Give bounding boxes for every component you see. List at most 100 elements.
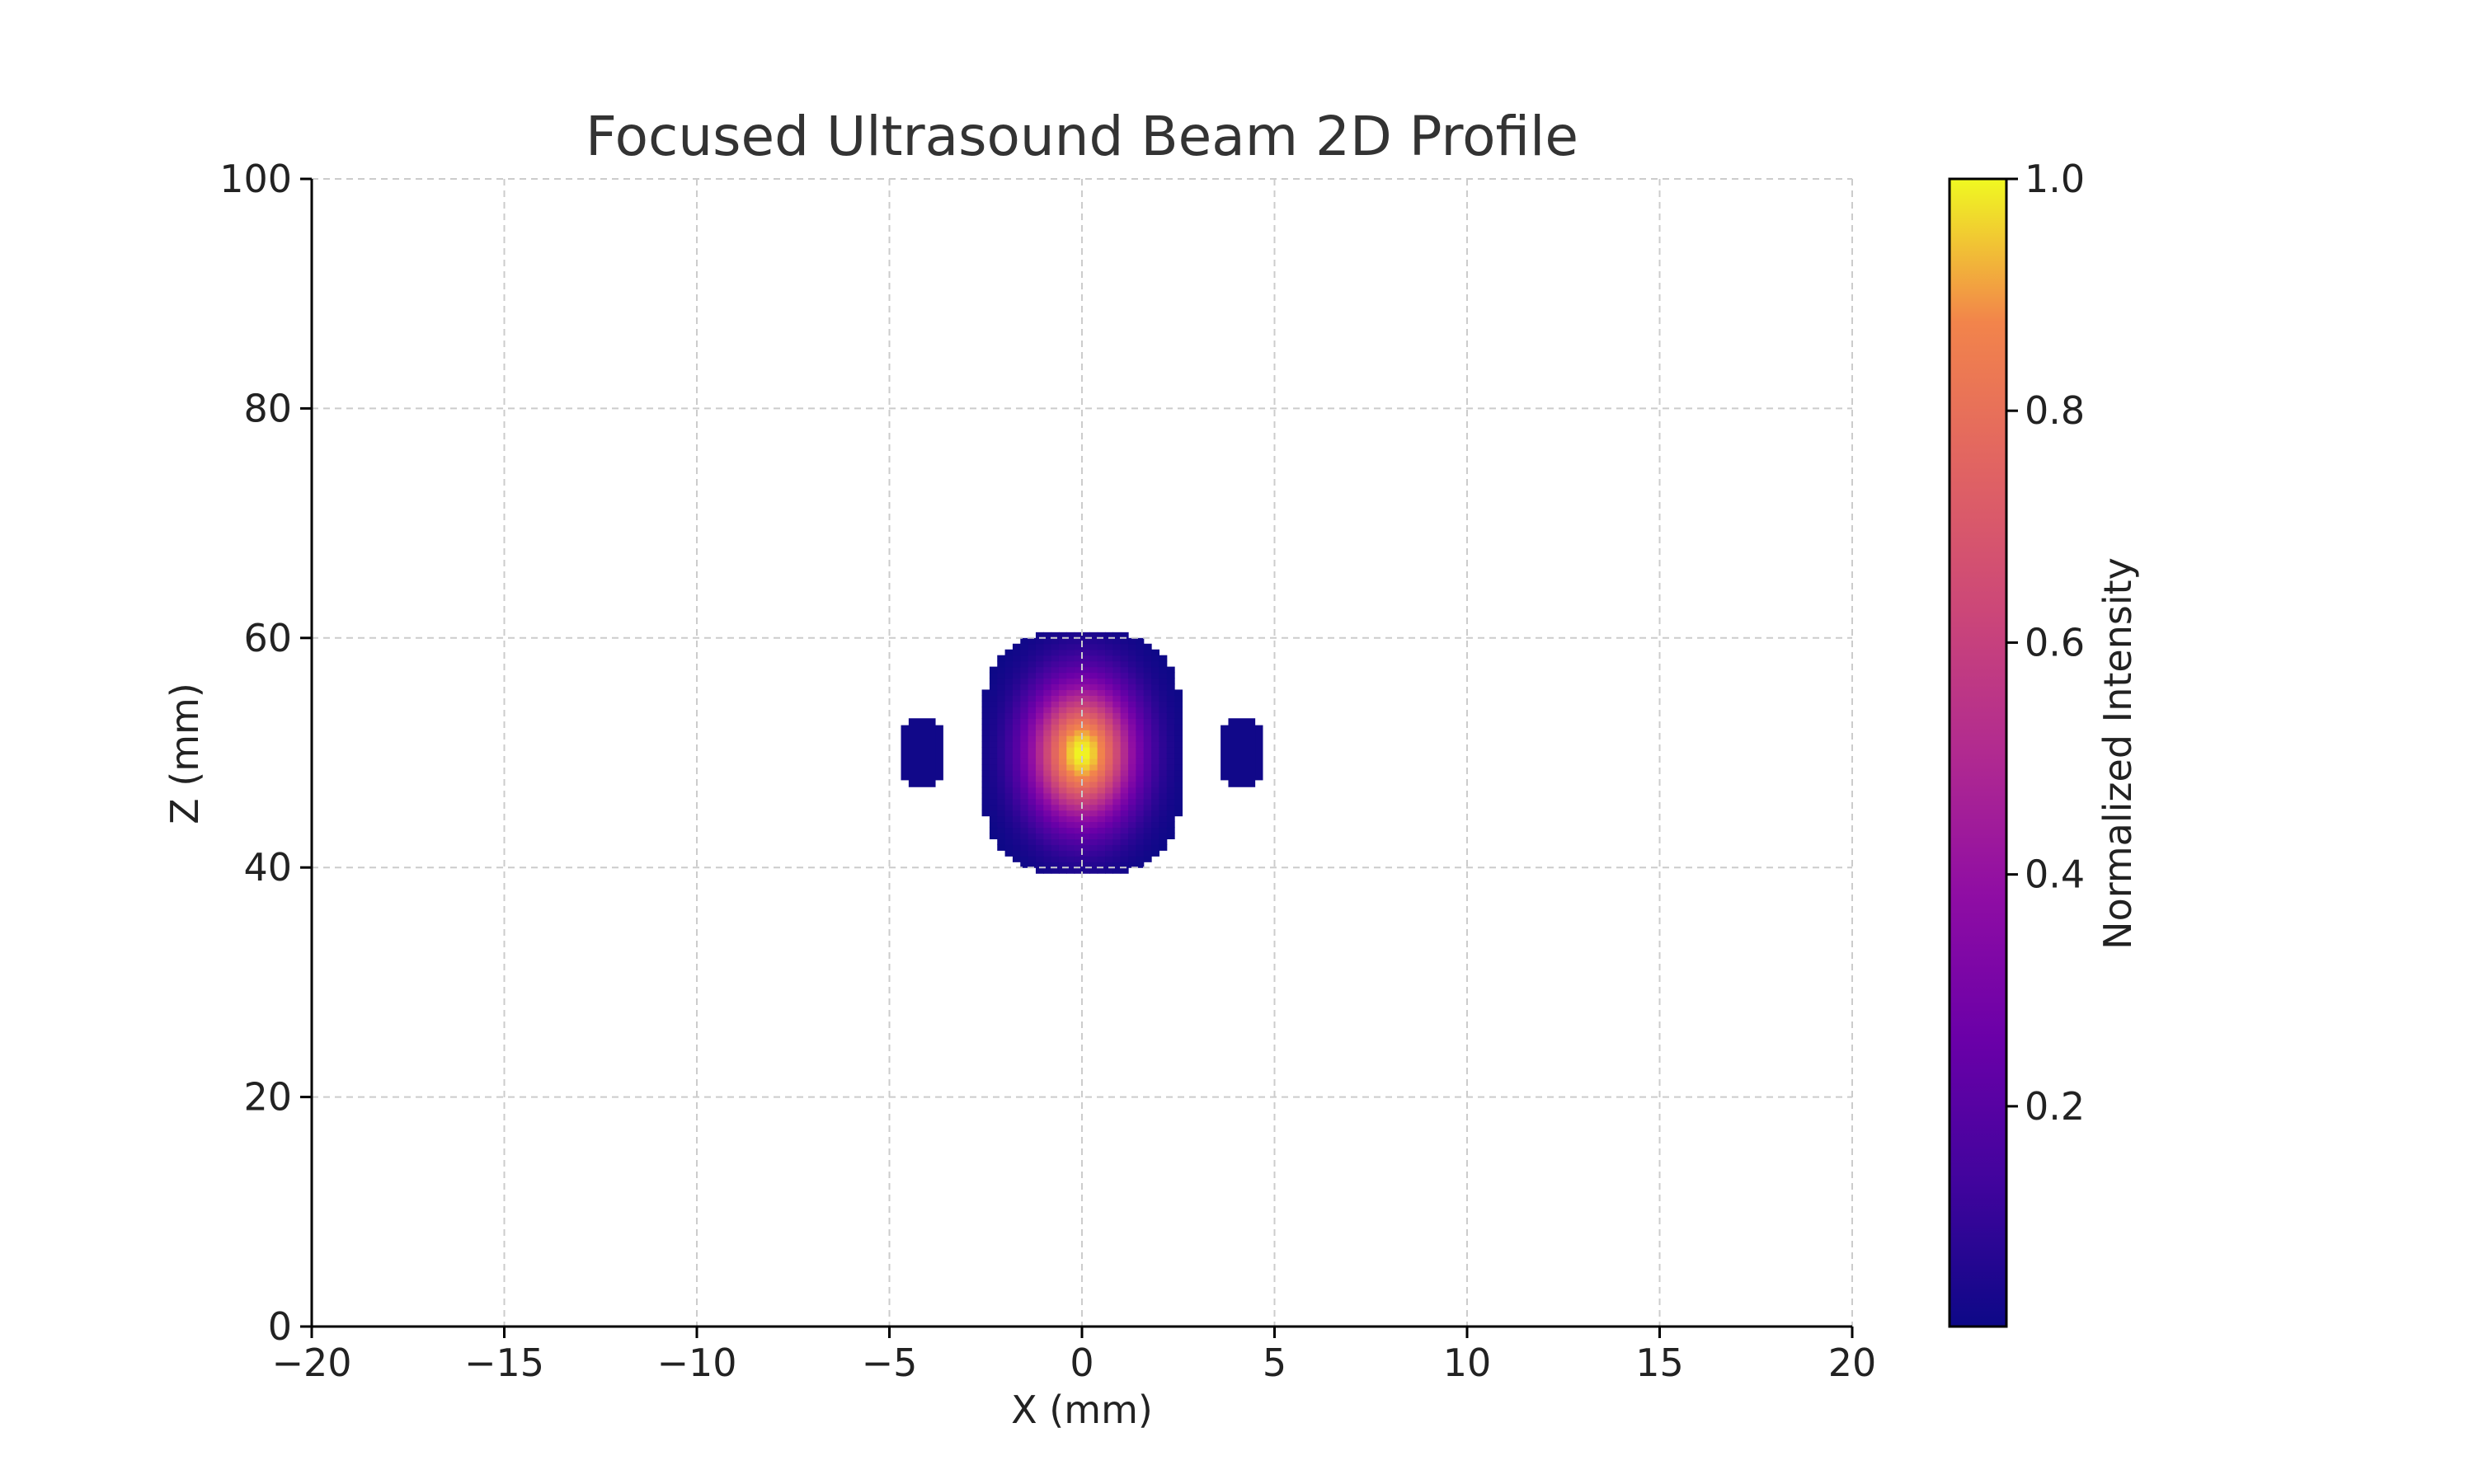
heatmap-cell xyxy=(1082,689,1090,696)
heatmap-cell xyxy=(1128,695,1136,702)
heatmap-cell xyxy=(997,724,1006,730)
heatmap-cell xyxy=(1012,718,1021,725)
heatmap-cell xyxy=(1151,683,1159,691)
heatmap-cell xyxy=(1136,781,1145,788)
heatmap-cell xyxy=(1012,838,1021,845)
heatmap-cell xyxy=(981,787,990,794)
heatmap-cell xyxy=(1128,798,1136,805)
heatmap-cell xyxy=(1112,810,1122,817)
heatmap-cell xyxy=(1112,844,1122,851)
heatmap-cell xyxy=(1136,718,1145,725)
heatmap-cell xyxy=(1035,763,1044,771)
heatmap-cell xyxy=(1112,850,1122,857)
heatmap-cell xyxy=(1082,672,1090,679)
heatmap-cell xyxy=(1174,758,1183,765)
heatmap-cell xyxy=(1074,821,1083,829)
heatmap-cell xyxy=(1051,862,1060,868)
heatmap-cell xyxy=(1074,838,1083,845)
heatmap-cell xyxy=(1166,821,1175,829)
heatmap-cell xyxy=(1097,649,1106,656)
heatmap-cell xyxy=(1020,758,1029,765)
heatmap-cell xyxy=(1035,781,1044,788)
heatmap-cell xyxy=(1143,856,1152,862)
heatmap-cell xyxy=(1151,701,1159,707)
heatmap-cell xyxy=(1082,753,1090,759)
heatmap-cell xyxy=(1028,649,1037,656)
heatmap-cell xyxy=(1028,660,1037,668)
heatmap-cell xyxy=(1012,747,1021,754)
heatmap-cell xyxy=(1120,838,1129,845)
heatmap-cell xyxy=(1066,678,1075,685)
colorbar-tick-label: 0.6 xyxy=(2025,620,2085,665)
heatmap-cell xyxy=(1020,707,1029,713)
heatmap-cell xyxy=(1136,833,1145,839)
heatmap-cell xyxy=(1074,632,1083,639)
heatmap-cell xyxy=(1004,804,1014,811)
heatmap-cell xyxy=(1166,707,1175,713)
heatmap-cell xyxy=(1166,769,1175,777)
heatmap-cell xyxy=(1105,637,1113,645)
heatmap-cell xyxy=(1120,683,1129,691)
heatmap-cell xyxy=(1151,666,1159,674)
heatmap-cell xyxy=(1112,862,1122,868)
heatmap-cell xyxy=(1012,775,1021,782)
heatmap-cell xyxy=(1174,792,1183,800)
heatmap-cell xyxy=(1012,735,1021,742)
heatmap-cell xyxy=(1074,844,1083,851)
heatmap-cell xyxy=(1028,712,1037,719)
heatmap-cell xyxy=(1066,856,1075,862)
heatmap-cell xyxy=(1028,781,1037,788)
heatmap-cell xyxy=(1105,804,1113,811)
heatmap-cell xyxy=(1128,763,1136,771)
heatmap-cell xyxy=(1035,804,1044,811)
heatmap-cell xyxy=(1012,833,1021,839)
heatmap-cell xyxy=(1089,660,1098,668)
heatmap-cell xyxy=(1151,804,1159,811)
heatmap-cell xyxy=(1082,666,1090,674)
heatmap-cell xyxy=(1043,838,1052,845)
heatmap-cell xyxy=(1112,747,1122,754)
heatmap-cell xyxy=(1143,798,1152,805)
heatmap-cell xyxy=(1120,660,1129,668)
axes-layer: −20 −15 −10 −5 0 5 10 15 20 0 20 40 60 80 100 xyxy=(219,157,1876,1385)
heatmap-cell xyxy=(1066,637,1075,645)
heatmap-cell xyxy=(1051,689,1060,696)
heatmap-cell xyxy=(1051,850,1060,857)
heatmap-cell xyxy=(1082,741,1090,748)
heatmap-cell xyxy=(1112,833,1122,839)
heatmap-cell xyxy=(1166,747,1175,754)
heatmap-cell xyxy=(1082,833,1090,839)
heatmap-cell xyxy=(1097,810,1106,817)
heatmap-cell xyxy=(1043,718,1052,725)
heatmap-cell xyxy=(1058,833,1067,839)
heatmap-cell xyxy=(1174,712,1183,719)
heatmap-cell xyxy=(1166,724,1175,730)
heatmap-cell xyxy=(1128,758,1136,765)
heatmap-cell xyxy=(1020,792,1029,800)
heatmap-cell xyxy=(1136,792,1145,800)
heatmap-cell xyxy=(1058,810,1067,817)
heatmap-cell xyxy=(1136,712,1145,719)
heatmap-cell xyxy=(1020,838,1029,845)
heatmap-cell xyxy=(1112,701,1122,707)
heatmap-cell xyxy=(1012,695,1021,702)
heatmap-cell xyxy=(1035,758,1044,765)
heatmap-cell xyxy=(997,747,1006,754)
heatmap-cell xyxy=(981,689,990,696)
heatmap-cell xyxy=(1058,838,1067,845)
heatmap-cell xyxy=(1089,643,1098,650)
heatmap-cell xyxy=(1066,769,1075,777)
heatmap-cell xyxy=(1089,747,1098,754)
heatmap-cell xyxy=(1043,655,1052,662)
heatmap-cell xyxy=(1089,862,1098,868)
heatmap-cell xyxy=(1035,867,1044,874)
heatmap-cell xyxy=(1174,707,1183,713)
heatmap-cell xyxy=(1097,735,1106,742)
heatmap-cell xyxy=(1043,810,1052,817)
heatmap-cell xyxy=(1112,838,1122,845)
heatmap-cell xyxy=(981,798,990,805)
heatmap-cell xyxy=(1082,747,1090,754)
heatmap-cell xyxy=(989,701,998,707)
heatmap-cell xyxy=(1058,632,1067,639)
heatmap-cell xyxy=(1020,637,1029,645)
